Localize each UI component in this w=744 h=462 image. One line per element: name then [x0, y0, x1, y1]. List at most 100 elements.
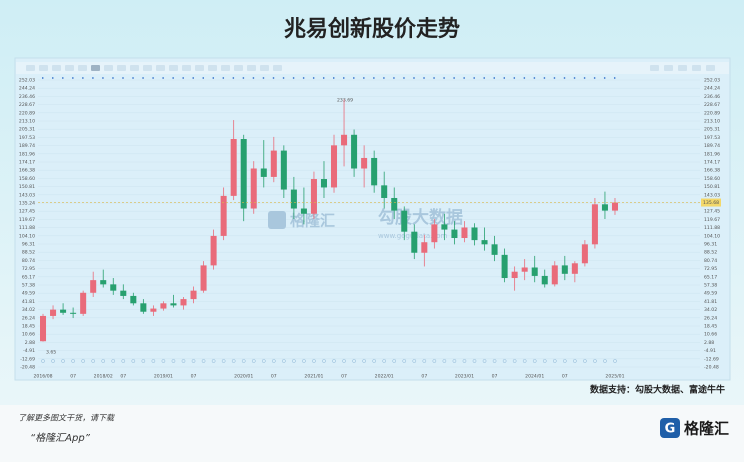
y-tick-label: 181.96 — [704, 151, 720, 157]
x-tick-label: 07 — [70, 374, 76, 380]
event-marker — [232, 77, 235, 79]
event-marker — [332, 359, 336, 363]
x-tick-label: 2020/01 — [234, 374, 253, 380]
logo-glyph: G — [665, 422, 676, 437]
y-tick-label: 96.31 — [22, 242, 35, 248]
candle-body — [431, 224, 438, 243]
event-marker — [552, 359, 557, 363]
toolbar-button — [182, 65, 191, 71]
candle-body — [481, 240, 488, 245]
y-tick-label: 166.38 — [19, 168, 35, 174]
x-tick-label: 2022/01 — [375, 374, 394, 380]
candle-body — [611, 202, 618, 211]
candle-body — [310, 179, 317, 214]
toolbar-button — [678, 65, 687, 71]
candle-body — [70, 312, 77, 314]
event-marker — [473, 77, 475, 79]
toolbar-button — [52, 65, 61, 71]
x-tick-label: 07 — [191, 374, 197, 380]
event-marker — [202, 77, 204, 79]
event-marker — [182, 77, 184, 79]
x-tick-label: 2019/01 — [154, 374, 173, 380]
x-tick-label: 2024/01 — [525, 374, 544, 380]
event-marker — [342, 359, 346, 363]
y-tick-label: 72.95 — [704, 266, 717, 272]
y-tick-label: 57.38 — [704, 283, 717, 289]
event-marker — [262, 77, 265, 79]
event-marker — [613, 77, 616, 79]
event-marker — [563, 77, 566, 79]
event-marker — [492, 359, 497, 363]
y-tick-label: 65.17 — [22, 274, 35, 280]
x-tick-label: 2021/01 — [304, 374, 323, 380]
candle-body — [351, 134, 358, 169]
event-marker — [121, 359, 126, 363]
x-tick-label: 07 — [341, 374, 347, 380]
toolbar-button — [273, 65, 282, 71]
y-tick-label: 88.52 — [22, 250, 35, 256]
event-marker — [352, 359, 356, 363]
candle-body — [561, 265, 568, 274]
candle-body — [200, 265, 207, 291]
y-tick-label: 236.46 — [19, 94, 35, 100]
event-marker — [513, 77, 516, 79]
event-marker — [503, 77, 506, 79]
candle-body — [270, 150, 277, 177]
event-marker — [142, 77, 144, 79]
event-marker — [442, 359, 447, 363]
y-tick-label: 104.10 — [19, 233, 35, 239]
candle-body — [451, 229, 458, 239]
toolbar-button — [117, 65, 126, 71]
event-marker — [312, 77, 315, 79]
y-tick-label: 72.95 — [22, 266, 35, 272]
y-tick-label: 111.88 — [19, 225, 35, 231]
event-marker — [382, 359, 387, 363]
candle-body — [170, 303, 177, 306]
toolbar-button — [78, 65, 87, 71]
event-marker — [302, 77, 305, 79]
y-tick-label: 150.81 — [19, 184, 35, 190]
watermark-text: 格隆汇 — [290, 212, 335, 230]
y-tick-label: 228.67 — [704, 102, 720, 108]
candle-body — [401, 210, 408, 232]
candle-body — [341, 134, 348, 146]
toolbar-button — [260, 65, 269, 71]
toolbar-button — [39, 65, 48, 71]
event-marker — [333, 77, 335, 79]
event-marker — [432, 359, 437, 363]
toolbar-button — [692, 65, 701, 71]
event-marker — [322, 77, 325, 79]
y-tick-label: 220.89 — [704, 110, 720, 116]
toolbar-button — [234, 65, 243, 71]
y-tick-label: 158.60 — [704, 176, 720, 182]
candle-body — [100, 280, 107, 285]
event-marker — [102, 77, 104, 79]
y-tick-label: 26.24 — [704, 315, 717, 321]
y-tick-label: 158.60 — [19, 176, 35, 182]
x-tick-label: 07 — [421, 374, 427, 380]
x-tick-label: 2025/01 — [605, 374, 624, 380]
event-marker — [403, 77, 405, 79]
x-tick-label: 2018/02 — [94, 374, 113, 380]
event-marker — [161, 359, 166, 363]
y-tick-label: 34.02 — [22, 307, 35, 313]
y-tick-label: -4.91 — [704, 348, 716, 354]
event-marker — [603, 359, 607, 363]
toolbar-button — [91, 65, 100, 71]
y-tick-label: 213.10 — [19, 119, 35, 125]
event-marker — [192, 77, 194, 79]
candle-body — [531, 267, 538, 276]
y-tick-label: 41.81 — [704, 299, 717, 305]
y-tick-label: 119.67 — [704, 217, 720, 223]
y-tick-label: 127.45 — [704, 209, 720, 215]
logo-text: 格隆汇 — [684, 420, 729, 438]
min-annotation: 3.65 — [46, 350, 56, 356]
event-marker — [71, 359, 75, 363]
candle-body — [210, 235, 217, 266]
event-marker — [542, 359, 547, 363]
y-tick-label: 244.24 — [19, 86, 35, 92]
y-tick-label: 197.53 — [704, 135, 720, 141]
y-tick-label: 111.88 — [704, 225, 720, 231]
y-tick-label: 41.81 — [22, 299, 35, 305]
event-marker — [372, 359, 377, 363]
